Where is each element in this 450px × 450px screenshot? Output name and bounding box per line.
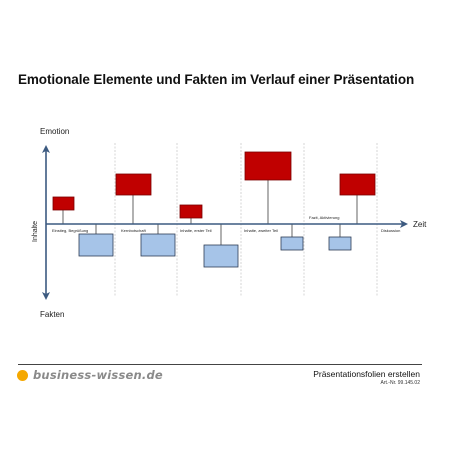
axis-label-inhalte: Inhalte: [32, 221, 39, 242]
fakten-box: [328, 236, 352, 251]
segment-label: Fazit, Aktivierung: [309, 215, 339, 220]
emotion-box: [339, 173, 376, 196]
connector-stems: [62, 180, 358, 245]
brand-name: business-wissen.de: [33, 368, 163, 382]
segment-label: Inhalte, erster Teil: [180, 228, 212, 233]
brand-dot-icon: [17, 369, 28, 381]
product-title: Präsentationsfolien erstellen: [313, 369, 420, 379]
emotion-box: [244, 151, 292, 181]
footer-divider: [18, 364, 422, 365]
emotion-box: [179, 204, 203, 219]
article-number: Art.-Nr. 99.145.02: [380, 380, 420, 386]
page-title: Emotionale Elemente und Fakten im Verlau…: [18, 72, 415, 87]
segment-label: Kernbotschaft: [121, 228, 147, 233]
brand-logo: business-wissen.de: [17, 368, 163, 382]
phase-separators: [114, 143, 378, 296]
fakten-box: [78, 233, 114, 257]
axis-label-emotion: Emotion: [40, 127, 69, 136]
emotion-box: [52, 196, 75, 211]
emotion-box: [115, 173, 152, 196]
fakten-box: [140, 233, 176, 257]
emotion-boxes: [52, 151, 376, 219]
segment-label: Einstieg, Begrüßung: [52, 228, 88, 233]
segment-label: Inhalte, zweiter Teil: [244, 228, 278, 233]
axis-label-fakten: Fakten: [40, 310, 64, 319]
segment-label: Diskussion: [381, 228, 400, 233]
fakten-box: [280, 236, 304, 251]
axis-label-zeit: Zeit: [413, 220, 427, 229]
fakten-box: [203, 244, 239, 268]
fakten-boxes: [78, 233, 352, 268]
